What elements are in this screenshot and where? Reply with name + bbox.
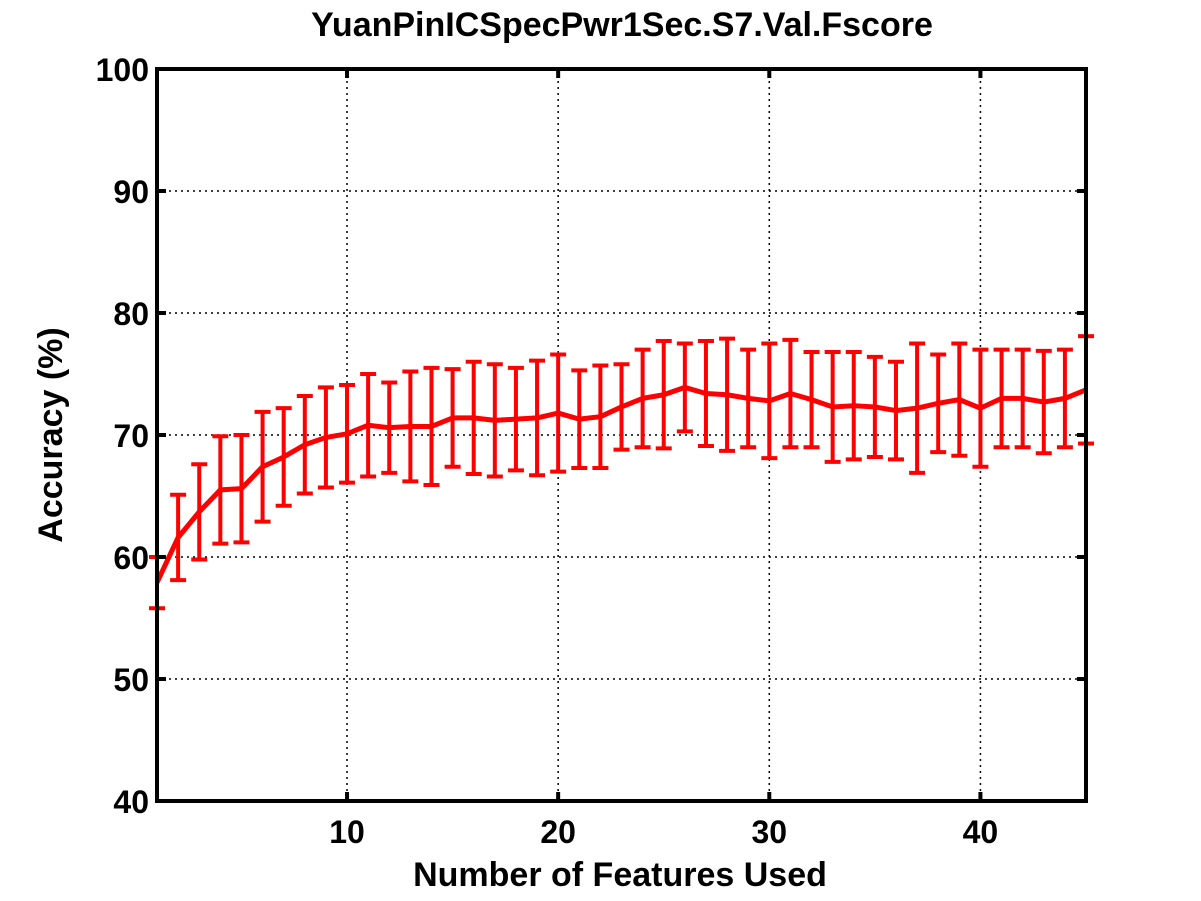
- y-tick-label: 70: [113, 418, 149, 454]
- x-tick-label: 10: [329, 814, 365, 850]
- y-tick-label: 40: [113, 784, 149, 820]
- y-tick-label: 100: [96, 52, 149, 88]
- x-tick-label: 30: [751, 814, 787, 850]
- x-axis-label: Number of Features Used: [413, 856, 827, 894]
- y-axis-label: Accuracy (%): [32, 327, 70, 542]
- y-tick-labels: 40 50 60 70 80 90 100: [96, 52, 149, 820]
- y-tick-label: 60: [113, 540, 149, 576]
- y-tick-label: 50: [113, 662, 149, 698]
- x-tick-label: 20: [540, 814, 576, 850]
- series-line: [154, 384, 1087, 584]
- x-tick-label: 40: [963, 814, 999, 850]
- axis-ticks: [157, 67, 1086, 803]
- x-tick-labels: 10 20 30 40: [329, 814, 998, 850]
- y-tick-label: 80: [113, 296, 149, 332]
- error-bars: [149, 334, 1094, 611]
- y-tick-label: 90: [113, 174, 149, 210]
- chart-title: YuanPinICSpecPwr1Sec.S7.Val.Fscore: [311, 6, 933, 44]
